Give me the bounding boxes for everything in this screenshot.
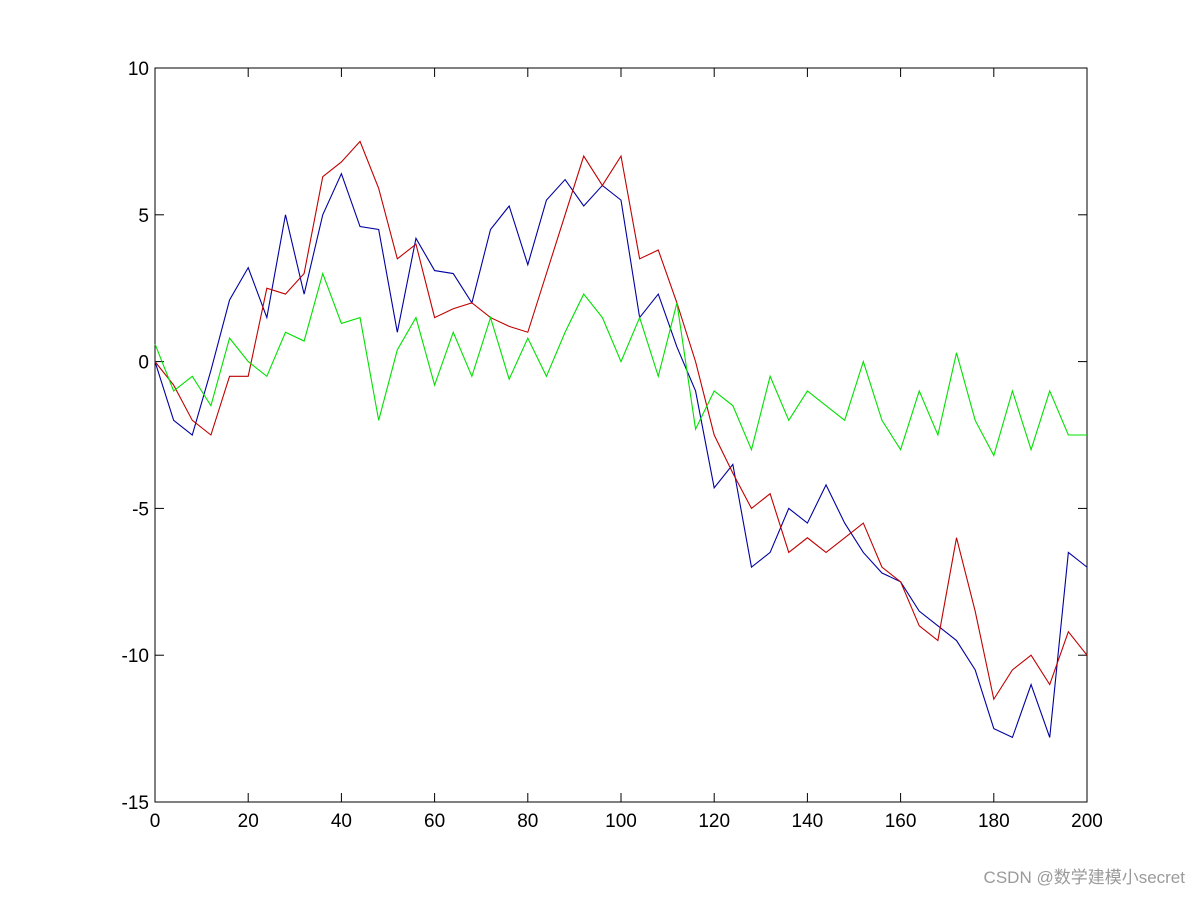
x-tick-label: 100 (605, 811, 637, 832)
x-tick-label: 80 (517, 811, 538, 832)
y-tick-label: -15 (122, 793, 149, 814)
y-tick-label: -5 (132, 499, 149, 520)
x-tick-label: 140 (792, 811, 824, 832)
x-tick-label: 0 (150, 811, 161, 832)
y-tick-label: -10 (122, 646, 149, 667)
y-tick-label: 0 (138, 353, 149, 374)
x-tick-label: 160 (885, 811, 917, 832)
series-line (154, 172, 1088, 739)
x-tick-label: 200 (1071, 811, 1103, 832)
series-line (154, 271, 1087, 458)
watermark: CSDN @数学建模小secret (984, 868, 1186, 887)
y-tick-label: 5 (138, 206, 149, 227)
x-tick-label: 120 (698, 811, 730, 832)
x-tick-label: 180 (978, 811, 1010, 832)
series-line (154, 140, 1088, 701)
x-tick-label: 20 (238, 811, 259, 832)
x-tick-label: 40 (331, 811, 352, 832)
x-tick-label: 60 (424, 811, 445, 832)
y-tick-label: 10 (128, 59, 149, 80)
